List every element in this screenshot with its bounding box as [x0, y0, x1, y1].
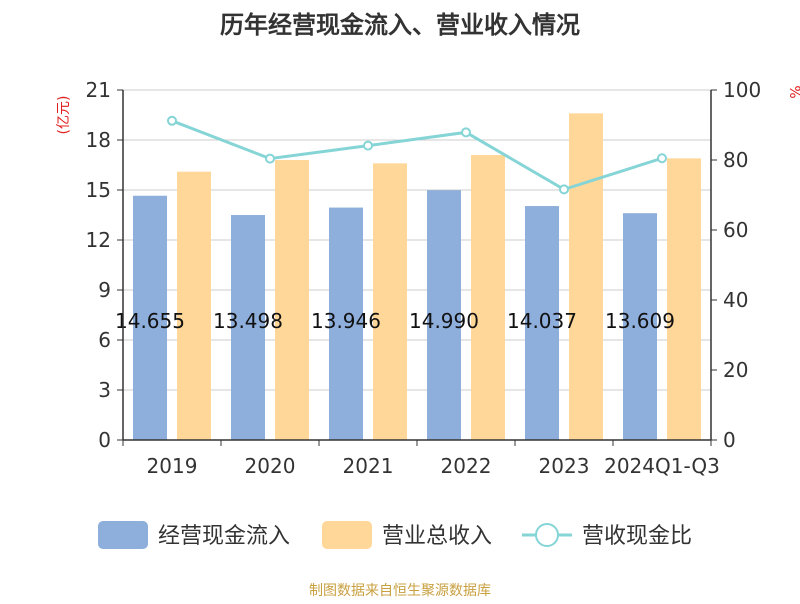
- y-right-tick-label: 80: [723, 148, 748, 172]
- y-left-tick-label: 0: [98, 428, 111, 452]
- ratio-point: [265, 153, 275, 164]
- y-right-axis-label: %: [786, 85, 800, 98]
- legend-swatch: [98, 521, 148, 549]
- ratio-point: [559, 184, 569, 195]
- bar-cash-inflow: [525, 206, 559, 440]
- x-tick-label: 2024Q1-Q3: [604, 454, 720, 478]
- y-left-axis-label: (亿元): [56, 96, 72, 135]
- bar-revenue: [471, 155, 505, 440]
- bar-cash-inflow: [231, 215, 265, 440]
- bar-data-label: 14.990: [409, 309, 479, 333]
- bar-data-label: 13.946: [311, 309, 381, 333]
- y-left-tick-label: 18: [86, 128, 111, 152]
- bar-cash-inflow: [329, 207, 363, 440]
- source-note: 制图数据来自恒生聚源数据库: [309, 583, 491, 599]
- legend-label: 经营现金流入: [158, 524, 290, 549]
- legend-marker: [535, 523, 559, 547]
- x-tick-label: 2021: [343, 454, 394, 478]
- bar-revenue: [667, 158, 701, 441]
- bar-data-label: 14.037: [507, 309, 577, 333]
- bar-revenue: [569, 113, 603, 440]
- y-left-tick-label: 6: [98, 328, 111, 352]
- legend-item-cash-inflow: 经营现金流入: [98, 521, 290, 549]
- x-tick-label: 2022: [441, 454, 492, 478]
- ratio-point: [167, 115, 177, 126]
- bar-data-label: 13.609: [605, 309, 675, 333]
- bar-revenue: [275, 160, 309, 440]
- ratio-point: [363, 140, 373, 151]
- y-left-tick-label: 15: [86, 178, 111, 202]
- ratio-point: [657, 153, 667, 164]
- legend-label: 营业总收入: [382, 524, 492, 549]
- legend: 经营现金流入 营业总收入 营收现金比: [98, 521, 692, 549]
- bar-cash-inflow: [133, 195, 167, 440]
- legend-swatch: [322, 521, 372, 549]
- x-tick-label: 2023: [539, 454, 590, 478]
- y-right-tick-label: 40: [723, 288, 748, 312]
- bar-data-label: 13.498: [213, 309, 283, 333]
- bar-revenue: [373, 163, 407, 441]
- bars: [133, 113, 701, 441]
- legend-item-revenue: 营业总收入: [322, 521, 492, 549]
- bar-cash-inflow: [427, 190, 461, 440]
- y-left-tick-label: 9: [98, 278, 111, 302]
- y-right-tick-label: 60: [723, 218, 748, 242]
- legend-item-ratio: 营收现金比: [522, 523, 692, 549]
- chart-title: 历年经营现金流入、营业收入情况: [220, 11, 580, 39]
- y-right-tick-label: 100: [723, 78, 761, 102]
- bar-revenue: [177, 171, 211, 440]
- bar-cash-inflow: [623, 213, 657, 440]
- data-labels: 14.655 13.498 13.946 14.990 14.037 13.609: [115, 309, 675, 333]
- ratio-point: [461, 127, 471, 138]
- y-left-tick-label: 12: [86, 228, 111, 252]
- y-left-tick-label: 21: [86, 78, 111, 102]
- y-left-tick-label: 3: [98, 378, 111, 402]
- x-tick-label: 2020: [245, 454, 296, 478]
- y-right-tick-label: 0: [723, 428, 736, 452]
- y-right-tick-label: 20: [723, 358, 748, 382]
- x-tick-label: 2019: [147, 454, 198, 478]
- legend-label: 营收现金比: [582, 524, 692, 549]
- bar-data-label: 14.655: [115, 309, 185, 333]
- axes: 0 3 6 9 12 15 18 21 0 20 40 60 80 100 2019 2020 2021 2022…: [86, 78, 762, 478]
- ratio-line: [167, 115, 667, 195]
- ratio-line-path: [171, 119, 663, 192]
